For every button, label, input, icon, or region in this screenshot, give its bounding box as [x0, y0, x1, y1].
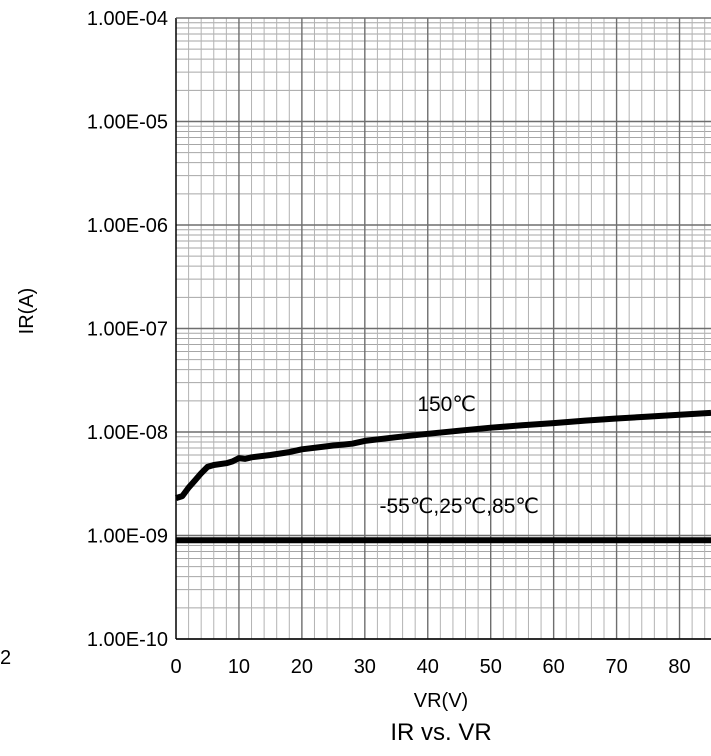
series-annotation: 150℃: [417, 393, 476, 416]
y-tick-label: 1.00E-10: [87, 629, 168, 651]
x-tick-label: 50: [480, 656, 502, 678]
x-tick-labels: 0 10 20 30 40 50 60 70 80: [170, 656, 690, 678]
x-tick-label: 10: [228, 656, 250, 678]
y-tick-label: 1.00E-04: [87, 8, 168, 30]
chart-title: IR vs. VR: [390, 719, 491, 746]
y-tick-labels: 1.00E-04 1.00E-05 1.00E-06 1.00E-07 1.00E-08…: [87, 8, 168, 651]
y-tick-label: 1.00E-05: [87, 112, 168, 134]
y-tick-label: 1.00E-09: [87, 526, 168, 548]
series-line-1: [175, 409, 711, 501]
series-annotation: -55℃,25℃,85℃: [379, 495, 539, 518]
plot-frame: [175, 17, 711, 640]
x-tick-label: 30: [354, 656, 376, 678]
x-tick-label: 0: [170, 656, 181, 678]
x-tick-label: 40: [417, 656, 439, 678]
stray-tick-label: 2: [0, 647, 11, 669]
annotations: 150℃ -55℃,25℃,85℃: [379, 393, 539, 518]
y-axis-title: IR(A): [16, 288, 38, 335]
x-tick-label: 60: [543, 656, 565, 678]
y-tick-label: 1.00E-07: [87, 319, 168, 341]
y-tick-label: 1.00E-08: [87, 422, 168, 444]
y-tick-label: 1.00E-06: [87, 215, 168, 237]
series-layer: [175, 409, 711, 544]
x-tick-label: 70: [605, 656, 627, 678]
x-tick-label: 80: [668, 656, 690, 678]
x-axis-title: VR(V): [414, 690, 468, 712]
x-tick-label: 20: [291, 656, 313, 678]
